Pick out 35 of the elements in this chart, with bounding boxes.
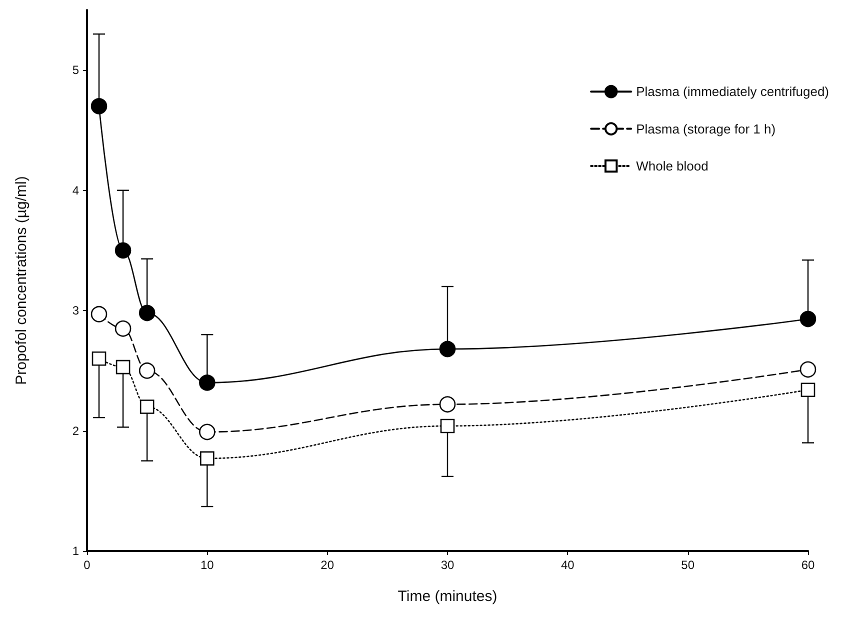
point	[138, 362, 156, 379]
point	[439, 396, 456, 412]
point	[199, 424, 216, 440]
point	[440, 418, 455, 434]
point	[200, 451, 214, 466]
point	[800, 382, 816, 398]
point	[439, 340, 456, 358]
y-tick-label: 3	[72, 304, 80, 318]
y-axis-title: Propofol concentrations (µg/ml)	[13, 176, 30, 385]
point	[138, 304, 156, 322]
x-tick-label: 60	[801, 558, 815, 572]
x-axis-title: Time (minutes)	[398, 588, 498, 605]
x-tick-label: 10	[200, 558, 214, 572]
point	[140, 400, 154, 414]
x-tick-label: 20	[320, 558, 334, 572]
y-tick-label: 5	[72, 63, 80, 78]
legend-label: Plasma (immediately centrifuged)	[636, 84, 829, 100]
point	[90, 306, 108, 322]
point	[114, 242, 132, 259]
y-tick-label: 4	[72, 183, 80, 198]
x-tick-label: 40	[560, 558, 575, 572]
point	[800, 361, 816, 378]
x-tick-label: 0	[84, 558, 91, 572]
y-tick-label: 1	[72, 544, 80, 558]
point	[116, 360, 130, 374]
point	[90, 98, 108, 114]
point	[114, 320, 132, 337]
x-tick-label: 30	[440, 558, 454, 572]
point	[800, 310, 816, 328]
legend-label: Plasma (storage for 1 h)	[636, 121, 776, 136]
x-tick-label: 50	[681, 558, 695, 572]
legend-label: Whole blood	[636, 158, 708, 174]
point	[92, 351, 106, 366]
point	[199, 374, 216, 391]
y-tick-label: 2	[72, 424, 80, 438]
